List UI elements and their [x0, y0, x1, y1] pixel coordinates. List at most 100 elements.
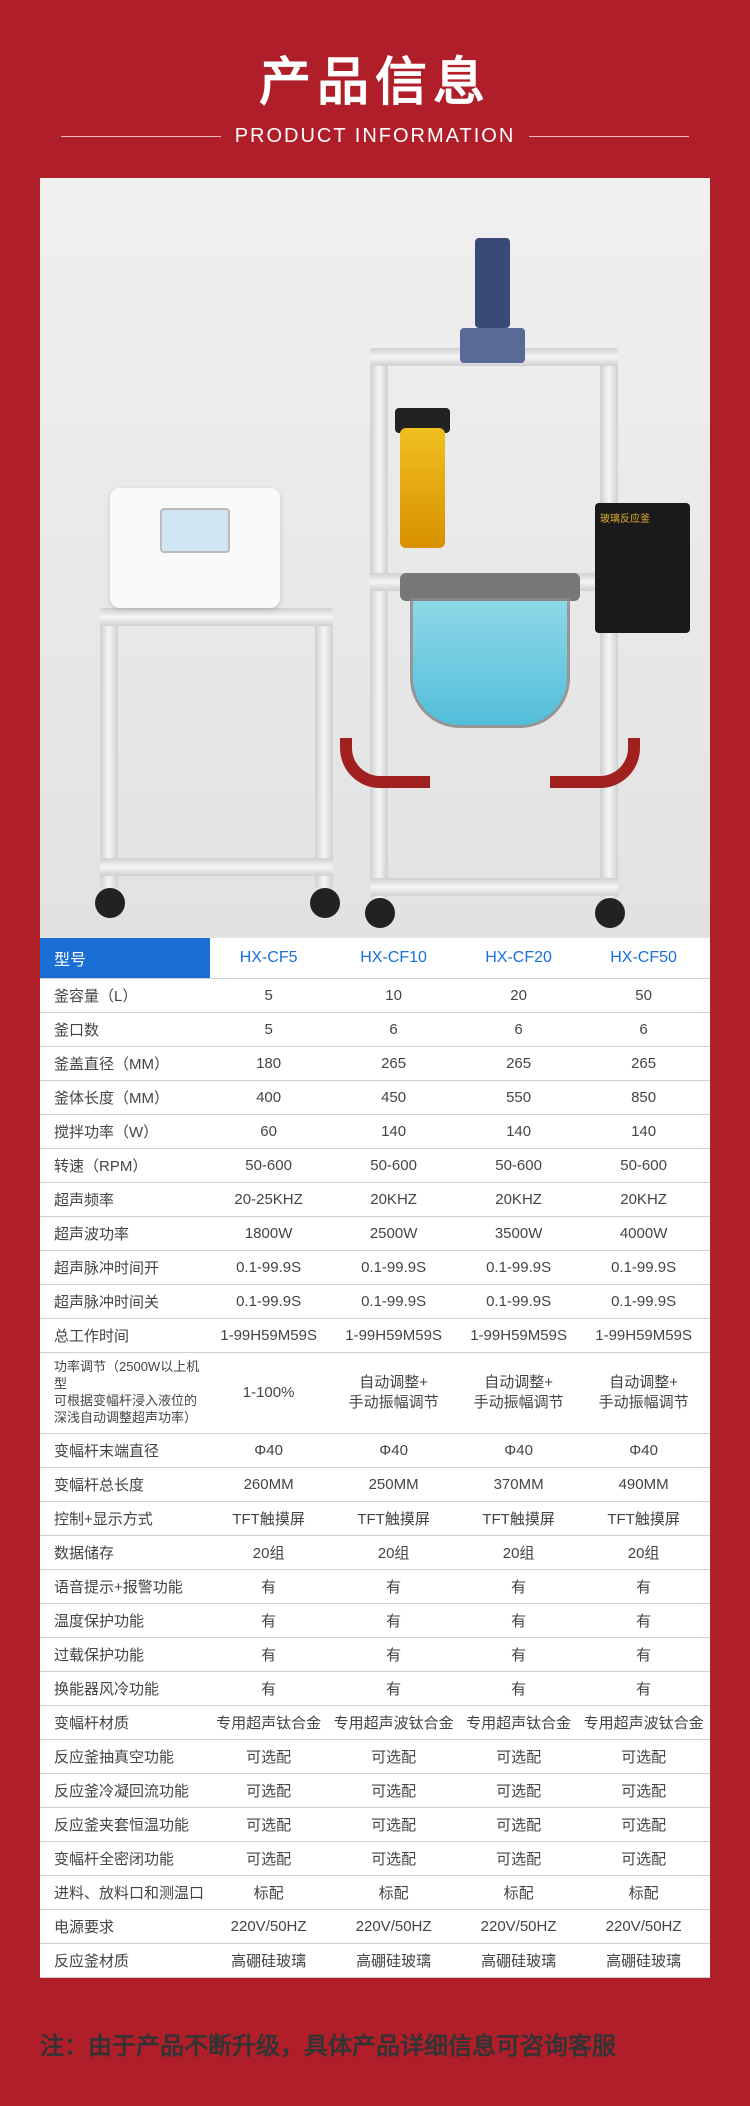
row-label: 超声波功率 [40, 1217, 210, 1251]
row-label: 超声脉冲时间开 [40, 1251, 210, 1285]
row-value: 可选配 [460, 1739, 577, 1773]
row-value: 180 [210, 1047, 327, 1081]
row-value: 自动调整+ 手动振幅调节 [577, 1353, 710, 1434]
row-label: 语音提示+报警功能 [40, 1569, 210, 1603]
row-value: 有 [327, 1637, 460, 1671]
divider-line [529, 136, 689, 137]
row-label: 控制+显示方式 [40, 1501, 210, 1535]
spec-table: 型号 HX-CF5 HX-CF10 HX-CF20 HX-CF50 釜容量（L）… [40, 938, 710, 1978]
header-subtitle: PRODUCT INFORMATION [235, 125, 516, 148]
header-title: 产品信息 [20, 40, 730, 115]
row-value: 1-99H59M59S [327, 1319, 460, 1353]
row-value: 高硼硅玻璃 [210, 1943, 327, 1977]
row-value: 0.1-99.9S [460, 1285, 577, 1319]
row-value: 220V/50HZ [460, 1909, 577, 1943]
row-value: 专用超声波钛合金 [577, 1705, 710, 1739]
row-value: 1-99H59M59S [210, 1319, 327, 1353]
row-value: 标配 [327, 1875, 460, 1909]
row-label: 电源要求 [40, 1909, 210, 1943]
row-value: 0.1-99.9S [460, 1251, 577, 1285]
table-row: 控制+显示方式TFT触摸屏TFT触摸屏TFT触摸屏TFT触摸屏 [40, 1501, 710, 1535]
header-label: 型号 [40, 938, 210, 979]
row-value: 50-600 [460, 1149, 577, 1183]
row-value: 265 [460, 1047, 577, 1081]
row-value: 有 [327, 1603, 460, 1637]
table-row: 变幅杆末端直径Φ40Φ40Φ40Φ40 [40, 1433, 710, 1467]
row-value: 6 [577, 1013, 710, 1047]
row-value: 20组 [210, 1535, 327, 1569]
row-value: 有 [327, 1569, 460, 1603]
header: 产品信息 PRODUCT INFORMATION [0, 0, 750, 178]
row-value: 4000W [577, 1217, 710, 1251]
row-value: 1800W [210, 1217, 327, 1251]
row-value: 0.1-99.9S [577, 1285, 710, 1319]
table-row: 搅拌功率（W）60140140140 [40, 1115, 710, 1149]
row-value: 60 [210, 1115, 327, 1149]
model-col: HX-CF50 [577, 938, 710, 979]
table-row: 反应釜夹套恒温功能可选配可选配可选配可选配 [40, 1807, 710, 1841]
row-value: 50-600 [577, 1149, 710, 1183]
footnote: 注：由于产品不断升级，具体产品详细信息可咨询客服 [40, 2028, 710, 2066]
row-label: 总工作时间 [40, 1319, 210, 1353]
row-label: 转速（RPM） [40, 1149, 210, 1183]
row-value: 可选配 [577, 1773, 710, 1807]
row-value: 0.1-99.9S [577, 1251, 710, 1285]
display-label: 玻璃反应釜 [600, 510, 650, 525]
row-value: 高硼硅玻璃 [577, 1943, 710, 1977]
table-row: 电源要求220V/50HZ220V/50HZ220V/50HZ220V/50HZ [40, 1909, 710, 1943]
row-value: 260MM [210, 1467, 327, 1501]
row-label: 换能器风冷功能 [40, 1671, 210, 1705]
table-row: 釜盖直径（MM）180265265265 [40, 1047, 710, 1081]
row-value: 有 [460, 1637, 577, 1671]
row-label: 变幅杆总长度 [40, 1467, 210, 1501]
row-value: 可选配 [210, 1739, 327, 1773]
row-value: 220V/50HZ [327, 1909, 460, 1943]
row-value: 可选配 [327, 1841, 460, 1875]
table-row: 语音提示+报警功能有有有有 [40, 1569, 710, 1603]
row-value: 有 [210, 1671, 327, 1705]
row-value: 140 [577, 1115, 710, 1149]
row-value: 0.1-99.9S [327, 1285, 460, 1319]
row-value: 自动调整+ 手动振幅调节 [460, 1353, 577, 1434]
table-row: 釜体长度（MM）400450550850 [40, 1081, 710, 1115]
page-container: 产品信息 PRODUCT INFORMATION [0, 0, 750, 2106]
row-value: TFT触摸屏 [210, 1501, 327, 1535]
row-value: Φ40 [327, 1433, 460, 1467]
model-col: HX-CF20 [460, 938, 577, 979]
row-value: 20 [460, 979, 577, 1013]
row-value: 20KHZ [577, 1183, 710, 1217]
row-value: 20KHZ [327, 1183, 460, 1217]
row-value: 400 [210, 1081, 327, 1115]
table-row: 反应釜材质高硼硅玻璃高硼硅玻璃高硼硅玻璃高硼硅玻璃 [40, 1943, 710, 1977]
row-value: 0.1-99.9S [210, 1285, 327, 1319]
row-value: 265 [327, 1047, 460, 1081]
row-label: 反应釜冷凝回流功能 [40, 1773, 210, 1807]
row-value: 有 [577, 1603, 710, 1637]
content-card: 玻璃反应釜 型号 HX-CF5 HX-CF10 HX-CF20 HX-CF50 … [40, 178, 710, 1978]
row-value: 专用超声钛合金 [460, 1705, 577, 1739]
row-value: 1-99H59M59S [460, 1319, 577, 1353]
row-label: 功率调节（2500W以上机型 可根据变幅杆浸入液位的 深浅自动调整超声功率） [40, 1353, 210, 1434]
table-row: 超声脉冲时间关0.1-99.9S0.1-99.9S0.1-99.9S0.1-99… [40, 1285, 710, 1319]
row-value: 可选配 [327, 1739, 460, 1773]
table-row: 过载保护功能有有有有 [40, 1637, 710, 1671]
row-value: 250MM [327, 1467, 460, 1501]
row-value: 6 [460, 1013, 577, 1047]
row-value: TFT触摸屏 [577, 1501, 710, 1535]
table-row: 变幅杆总长度260MM250MM370MM490MM [40, 1467, 710, 1501]
row-label: 进料、放料口和测温口 [40, 1875, 210, 1909]
row-label: 反应釜材质 [40, 1943, 210, 1977]
row-value: 490MM [577, 1467, 710, 1501]
row-value: 5 [210, 979, 327, 1013]
row-label: 反应釜抽真空功能 [40, 1739, 210, 1773]
row-value: 有 [577, 1671, 710, 1705]
row-value: 有 [460, 1671, 577, 1705]
table-row: 釜口数5666 [40, 1013, 710, 1047]
row-value: 20KHZ [460, 1183, 577, 1217]
product-photo: 玻璃反应釜 [40, 178, 710, 938]
row-label: 温度保护功能 [40, 1603, 210, 1637]
row-value: 可选配 [460, 1807, 577, 1841]
row-value: 有 [460, 1569, 577, 1603]
table-row: 转速（RPM）50-60050-60050-60050-600 [40, 1149, 710, 1183]
row-value: 1-99H59M59S [577, 1319, 710, 1353]
